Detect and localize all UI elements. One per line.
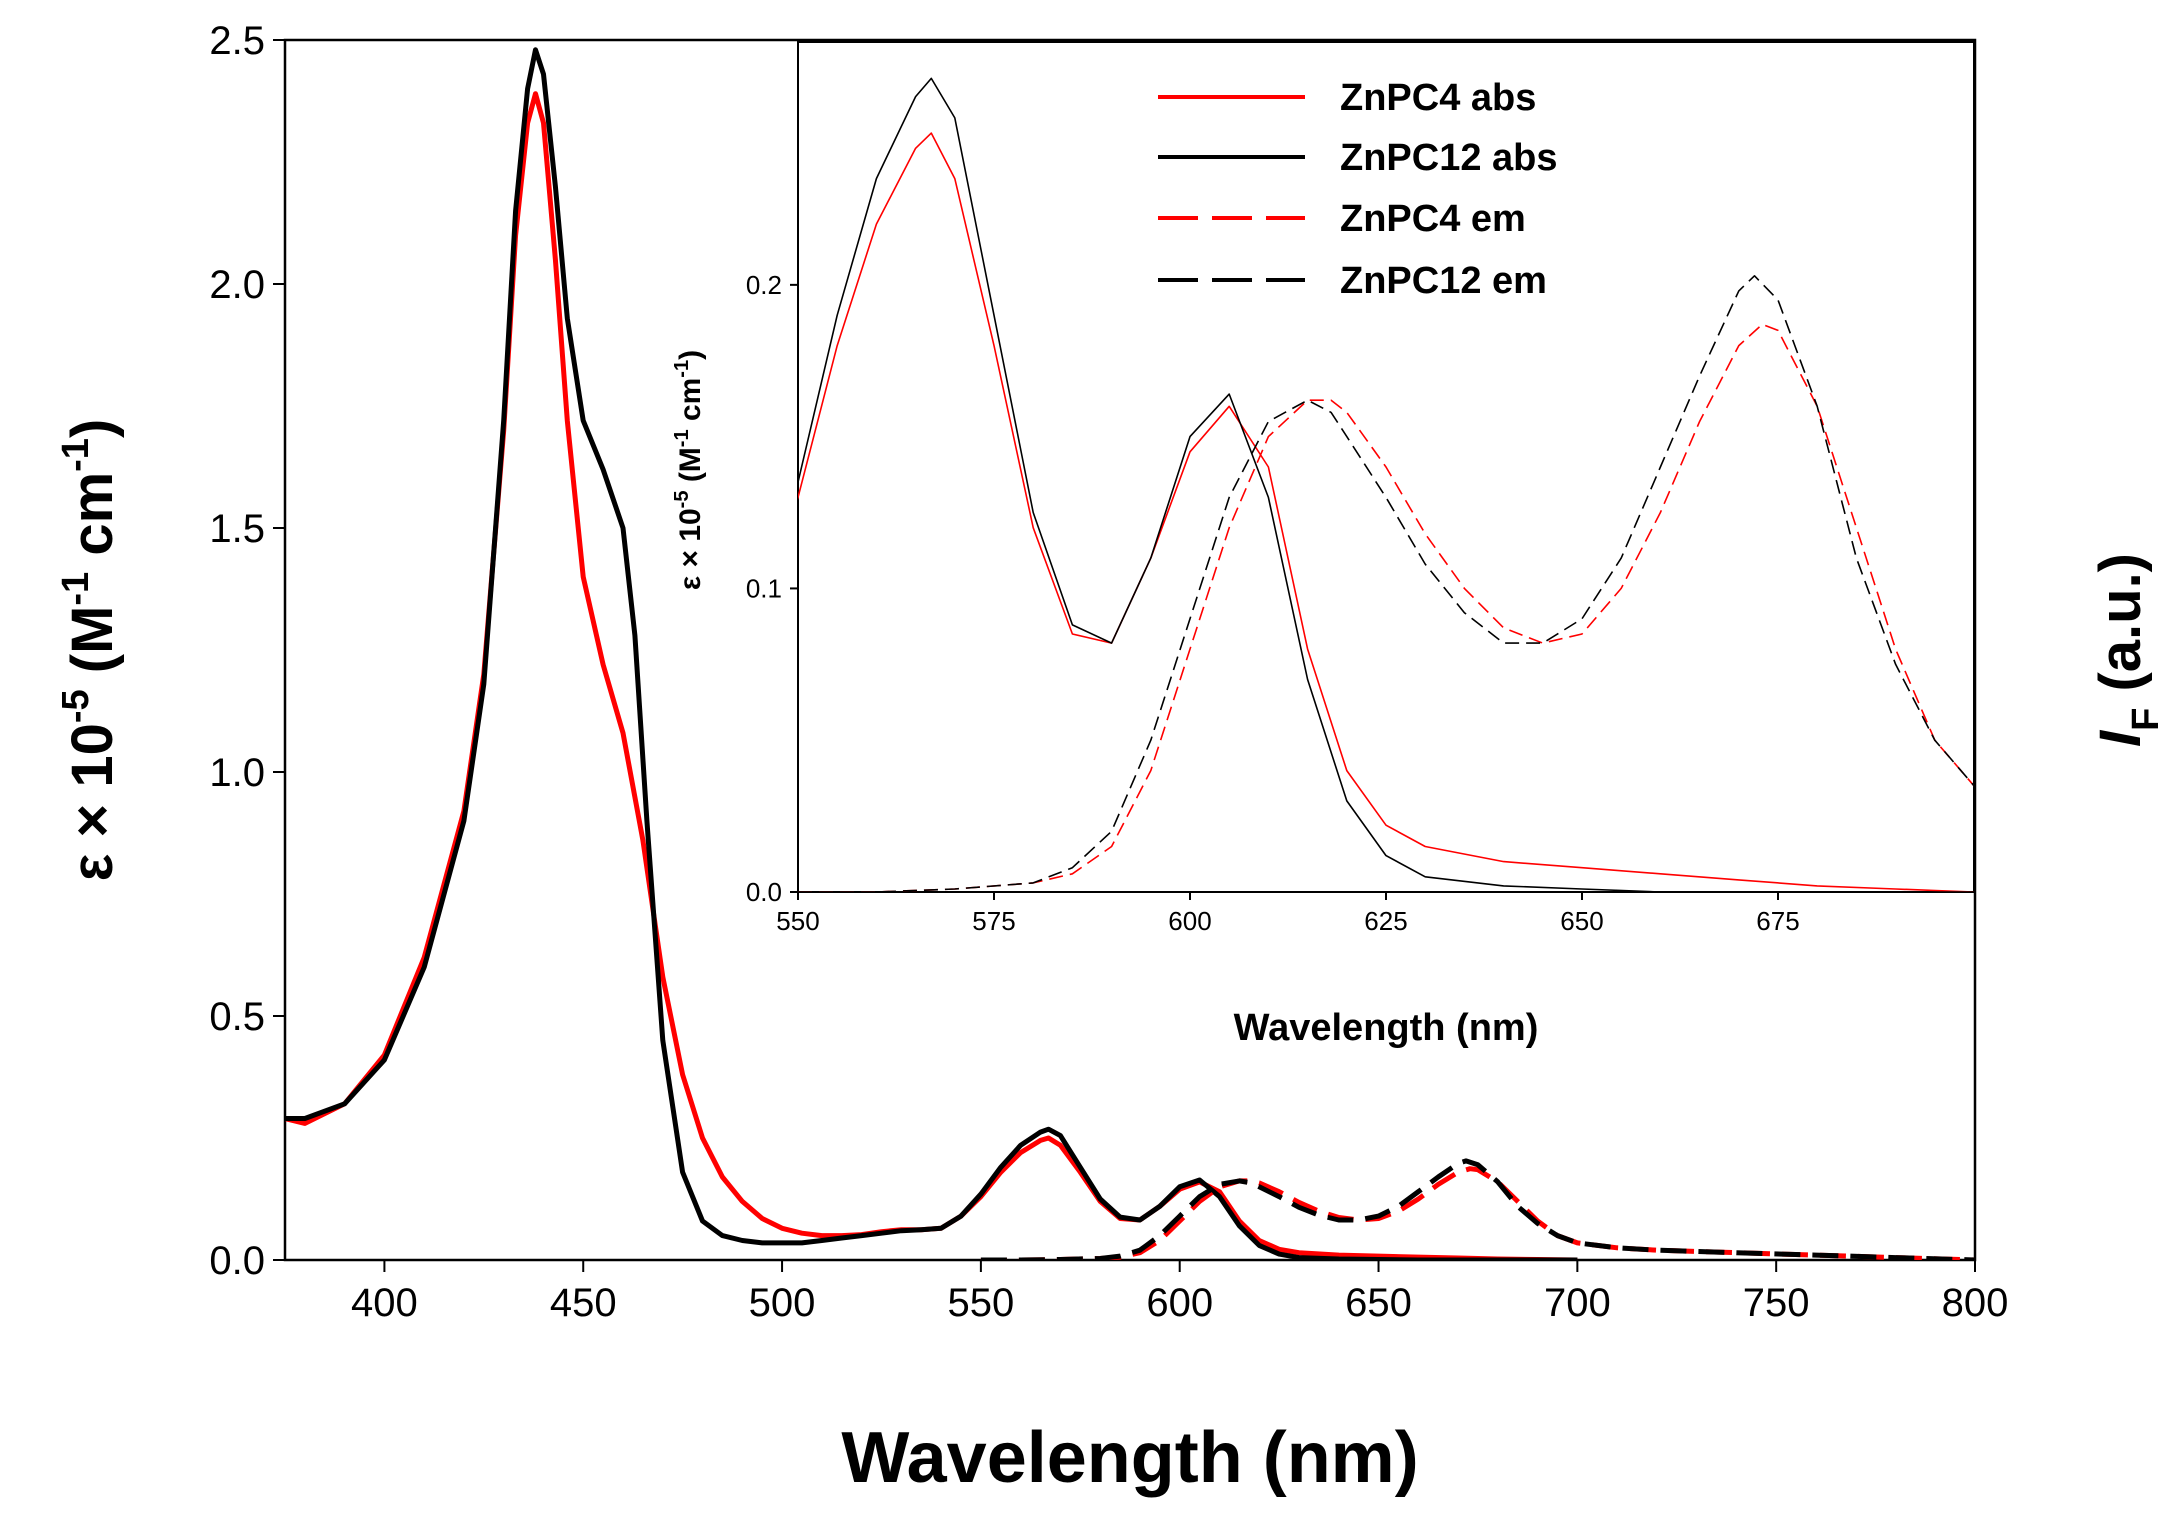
inset-x-tick-label: 575 bbox=[972, 906, 1015, 936]
main-series-znpc12-em bbox=[980, 1158, 1975, 1260]
inset-x-axis-label: Wavelength (nm) bbox=[1234, 1007, 1539, 1049]
inset-y-tick-label: 0.2 bbox=[746, 270, 782, 300]
main-x-tick-label: 400 bbox=[351, 1281, 418, 1325]
legend: ZnPC4 abs ZnPC12 abs ZnPC4 em ZnPC12 em bbox=[1158, 77, 1558, 302]
main-x-tick-label: 500 bbox=[749, 1281, 816, 1325]
main-x-tick-label: 450 bbox=[550, 1281, 617, 1325]
main-series-lines bbox=[285, 47, 1975, 1260]
inset-y-tick-label: 0.0 bbox=[746, 877, 782, 907]
main-x-tick-label: 750 bbox=[1743, 1281, 1810, 1325]
main-y-tick-label: 0.0 bbox=[209, 1239, 265, 1283]
main-series-znpc4-em bbox=[980, 1166, 1975, 1260]
main-y-tick-label: 1.5 bbox=[209, 507, 265, 551]
main-x-tick-label: 800 bbox=[1942, 1281, 2009, 1325]
legend-label-znpc4-em: ZnPC4 em bbox=[1340, 198, 1526, 240]
inset-x-tick-label: 625 bbox=[1364, 906, 1407, 936]
legend-label-znpc12-em: ZnPC12 em bbox=[1340, 260, 1547, 302]
inset-y-tick-label: 0.1 bbox=[746, 574, 782, 604]
inset-series-znpc4-abs bbox=[798, 132, 1974, 892]
main-x-tick-label: 600 bbox=[1146, 1281, 1213, 1325]
legend-label-znpc4-abs: ZnPC4 abs bbox=[1340, 77, 1536, 119]
main-x-tick-label: 700 bbox=[1544, 1281, 1611, 1325]
main-y-axis-label: ε × 10-5 (M-1 cm-1) bbox=[55, 419, 125, 882]
main-x-axis-label: Wavelength (nm) bbox=[841, 1418, 1418, 1498]
inset-series-znpc4-em bbox=[798, 323, 1974, 892]
main-x-tick-label: 650 bbox=[1345, 1281, 1412, 1325]
inset-x-tick-label: 650 bbox=[1560, 906, 1603, 936]
main-x-tick-label: 550 bbox=[948, 1281, 1015, 1325]
inset-y-axis-label: ε × 10-5 (M-1 cm-1) bbox=[671, 350, 707, 590]
main-y-tick-label: 2.5 bbox=[209, 19, 265, 63]
inset-x-tick-label: 600 bbox=[1168, 906, 1211, 936]
inset-series-znpc12-abs bbox=[798, 77, 1974, 892]
main-series-znpc12-abs bbox=[285, 47, 1578, 1260]
inset-axis-ticks: 550 575 600 625 650 675 0.0 0.1 0.2 bbox=[746, 270, 1800, 936]
main-y-tick-label: 2.0 bbox=[209, 263, 265, 307]
right-y-axis-label: IF (a.u.) bbox=[2088, 553, 2167, 747]
inset-x-tick-label: 550 bbox=[776, 906, 819, 936]
main-y-tick-label: 0.5 bbox=[209, 995, 265, 1039]
main-axis-ticks: 400 450 500 550 600 650 700 750 800 0.0 0.5 1.0 1.5 2… bbox=[209, 19, 2008, 1325]
inset-series-lines bbox=[798, 77, 1974, 892]
main-y-tick-label: 1.0 bbox=[209, 751, 265, 795]
inset-x-tick-label: 675 bbox=[1756, 906, 1799, 936]
legend-label-znpc12-abs: ZnPC12 abs bbox=[1340, 137, 1558, 179]
